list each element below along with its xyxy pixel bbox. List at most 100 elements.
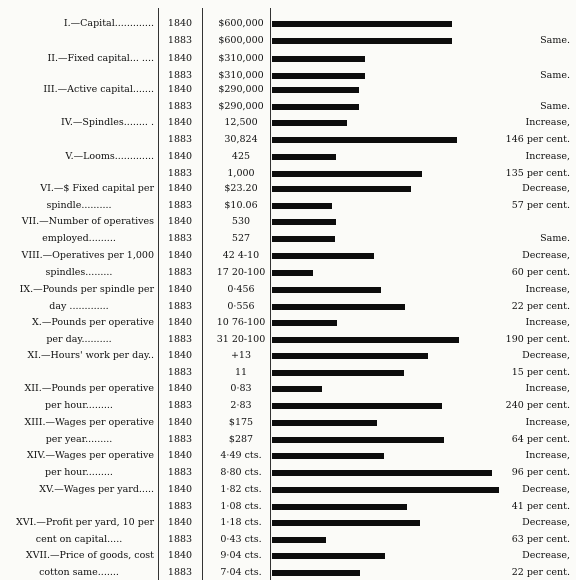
value-label: 4·49 cts. bbox=[220, 450, 262, 461]
column-divider-year bbox=[158, 8, 159, 580]
bar-7-1840 bbox=[272, 219, 336, 225]
row-label: per hour......... bbox=[45, 467, 113, 478]
bar-4-1840 bbox=[272, 120, 347, 126]
bar-3-1883 bbox=[272, 104, 359, 110]
value-label: +13 bbox=[230, 350, 252, 361]
value-label: 10 76-100 bbox=[216, 317, 266, 328]
value-label: $10.06 bbox=[224, 200, 258, 211]
change-note: Increase, bbox=[525, 417, 570, 428]
value-label: 31 20-100 bbox=[216, 334, 266, 345]
row-label: II.—Fixed capital... .... bbox=[47, 53, 154, 64]
change-note: Decrease, bbox=[522, 183, 570, 194]
change-note: Increase, bbox=[525, 450, 570, 461]
change-note: 240 per cent. bbox=[505, 400, 570, 411]
value-label: $23.20 bbox=[224, 183, 258, 194]
column-divider-bars bbox=[270, 8, 271, 580]
year-label: 1840 bbox=[167, 117, 193, 128]
value-label: 1·18 cts. bbox=[220, 517, 262, 528]
change-note: 41 per cent. bbox=[511, 501, 570, 512]
value-label: 0·556 bbox=[227, 301, 255, 312]
row-label: IV.—Spindles........ . bbox=[60, 117, 154, 128]
row-label: XVII.—Price of goods, cost bbox=[25, 550, 154, 561]
year-label: 1840 bbox=[167, 284, 193, 295]
change-note: 15 per cent. bbox=[511, 367, 570, 378]
bar-13-1883 bbox=[272, 437, 444, 443]
year-label: 1840 bbox=[167, 250, 193, 261]
value-label: 527 bbox=[231, 233, 251, 244]
row-label: XIV.—Wages per operative bbox=[26, 450, 154, 461]
change-note: 63 per cent. bbox=[511, 534, 570, 545]
year-label: 1883 bbox=[167, 400, 193, 411]
change-note: 57 per cent. bbox=[511, 200, 570, 211]
year-label: 1883 bbox=[167, 168, 193, 179]
year-label: 1883 bbox=[167, 267, 193, 278]
value-label: 1·82 cts. bbox=[220, 484, 262, 495]
year-label: 1840 bbox=[167, 183, 193, 194]
value-label: 30,824 bbox=[224, 134, 258, 145]
bar-6-1883 bbox=[272, 203, 332, 209]
change-note: Same. bbox=[540, 233, 570, 244]
bar-16-1840 bbox=[272, 520, 420, 526]
bar-13-1840 bbox=[272, 420, 377, 426]
row-label: spindle.......... bbox=[46, 200, 112, 211]
row-label: spindles......... bbox=[45, 267, 113, 278]
row-label: per hour......... bbox=[45, 400, 113, 411]
row-label: cent on capital..... bbox=[35, 534, 123, 545]
bar-9-1883 bbox=[272, 304, 405, 310]
bar-1-1883 bbox=[272, 38, 452, 44]
bar-3-1840 bbox=[272, 87, 359, 93]
change-note: Decrease, bbox=[522, 250, 570, 261]
row-label: employed......... bbox=[42, 233, 116, 244]
row-label: XI.—Hours' work per day.. bbox=[27, 350, 154, 361]
year-label: 1840 bbox=[167, 317, 193, 328]
bar-8-1883 bbox=[272, 270, 313, 276]
bar-4-1883 bbox=[272, 137, 457, 143]
change-note: Increase, bbox=[525, 383, 570, 394]
year-label: 1883 bbox=[167, 101, 193, 112]
value-label: 530 bbox=[231, 216, 251, 227]
year-label: 1840 bbox=[167, 84, 193, 95]
value-label: 0·456 bbox=[227, 284, 255, 295]
change-note: 146 per cent. bbox=[505, 134, 570, 145]
change-note: Decrease, bbox=[522, 517, 570, 528]
bar-15-1840 bbox=[272, 487, 499, 493]
change-note: Same. bbox=[540, 101, 570, 112]
bar-2-1840 bbox=[272, 56, 365, 62]
year-label: 1883 bbox=[167, 367, 193, 378]
change-note: Decrease, bbox=[522, 484, 570, 495]
bar-7-1883 bbox=[272, 236, 335, 242]
year-label: 1883 bbox=[167, 434, 193, 445]
year-label: 1840 bbox=[167, 517, 193, 528]
year-label: 1840 bbox=[167, 151, 193, 162]
value-label: 11 bbox=[234, 367, 248, 378]
bar-10-1840 bbox=[272, 320, 337, 326]
change-note: Increase, bbox=[525, 117, 570, 128]
row-label: IX.—Pounds per spindle per bbox=[19, 284, 154, 295]
value-label: 42 4-10 bbox=[222, 250, 260, 261]
change-note: 190 per cent. bbox=[505, 334, 570, 345]
value-label: 12,500 bbox=[224, 117, 258, 128]
value-label: 8·80 cts. bbox=[220, 467, 262, 478]
row-label: VIII.—Operatives per 1,000 bbox=[21, 250, 154, 261]
row-label: XIII.—Wages per operative bbox=[24, 417, 154, 428]
row-label: X.—Pounds per operative bbox=[32, 317, 154, 328]
change-note: Same. bbox=[540, 70, 570, 81]
row-label: VI.—$ Fixed capital per bbox=[40, 183, 154, 194]
bar-12-1883 bbox=[272, 403, 442, 409]
value-label: $175 bbox=[228, 417, 254, 428]
row-label: V.—Looms............. bbox=[65, 151, 154, 162]
bar-1-1840 bbox=[272, 21, 452, 27]
bar-10-1883 bbox=[272, 337, 459, 343]
bar-6-1840 bbox=[272, 186, 411, 192]
bar-14-1840 bbox=[272, 453, 384, 459]
bar-2-1883 bbox=[272, 73, 365, 79]
value-label: $310,000 bbox=[218, 70, 264, 81]
year-label: 1840 bbox=[167, 350, 193, 361]
change-note: Increase, bbox=[525, 317, 570, 328]
year-label: 1883 bbox=[167, 334, 193, 345]
value-label: 2·83 bbox=[230, 400, 252, 411]
bar-9-1840 bbox=[272, 287, 381, 293]
row-label: XII.—Pounds per operative bbox=[24, 383, 154, 394]
bar-8-1840 bbox=[272, 253, 374, 259]
change-note: 96 per cent. bbox=[511, 467, 570, 478]
